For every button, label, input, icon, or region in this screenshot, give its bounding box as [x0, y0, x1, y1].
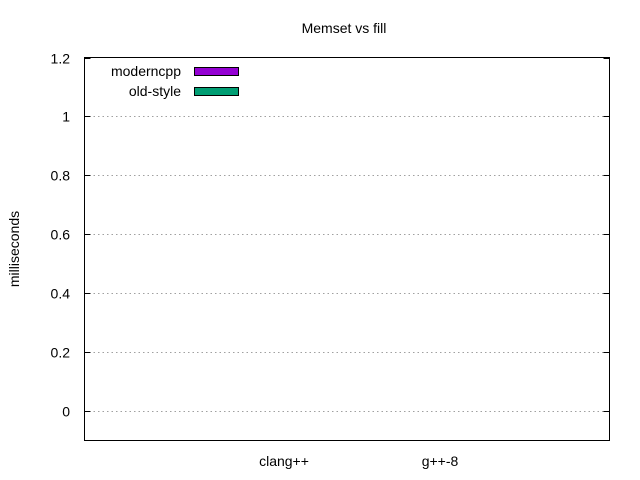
y-axis-label: milliseconds [6, 211, 22, 287]
y-tick-label: 0 [62, 404, 70, 420]
y-tick-label: 1.2 [51, 51, 71, 67]
plot-frame [84, 57, 610, 441]
legend-label-old-style: old-style [129, 83, 181, 99]
legend: moderncpp old-style [111, 63, 239, 99]
legend-swatch-old-style [194, 87, 239, 96]
y-tick-label: 0.6 [51, 227, 71, 243]
y-tick-label: 0.8 [51, 168, 71, 184]
y-tick-label: 1 [62, 109, 70, 125]
chart-title: Memset vs fill [302, 20, 387, 36]
y-tick-label: 0.2 [51, 345, 71, 361]
gridlines [84, 116, 610, 412]
legend-label-moderncpp: moderncpp [111, 63, 181, 79]
x-tick-labels: clang++ g++-8 [259, 453, 458, 469]
y-tick-label: 0.4 [51, 286, 71, 302]
x-tick-label: g++-8 [422, 453, 459, 469]
legend-swatch-moderncpp [194, 67, 239, 76]
y-ticks: 0 0.2 0.4 0.6 0.8 1 1.2 [51, 51, 610, 420]
x-tick-label: clang++ [259, 453, 309, 469]
